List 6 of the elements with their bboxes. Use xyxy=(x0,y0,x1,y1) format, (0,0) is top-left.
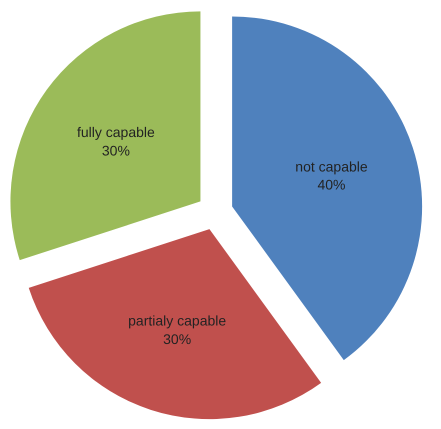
data-label: 40% xyxy=(317,176,346,193)
slice-label: not capable xyxy=(295,158,368,174)
slice-label: partialy capable xyxy=(128,312,226,329)
data-label: 30% xyxy=(163,330,192,347)
data-label: 30% xyxy=(102,142,130,158)
slice-label: fully capable xyxy=(76,124,156,140)
